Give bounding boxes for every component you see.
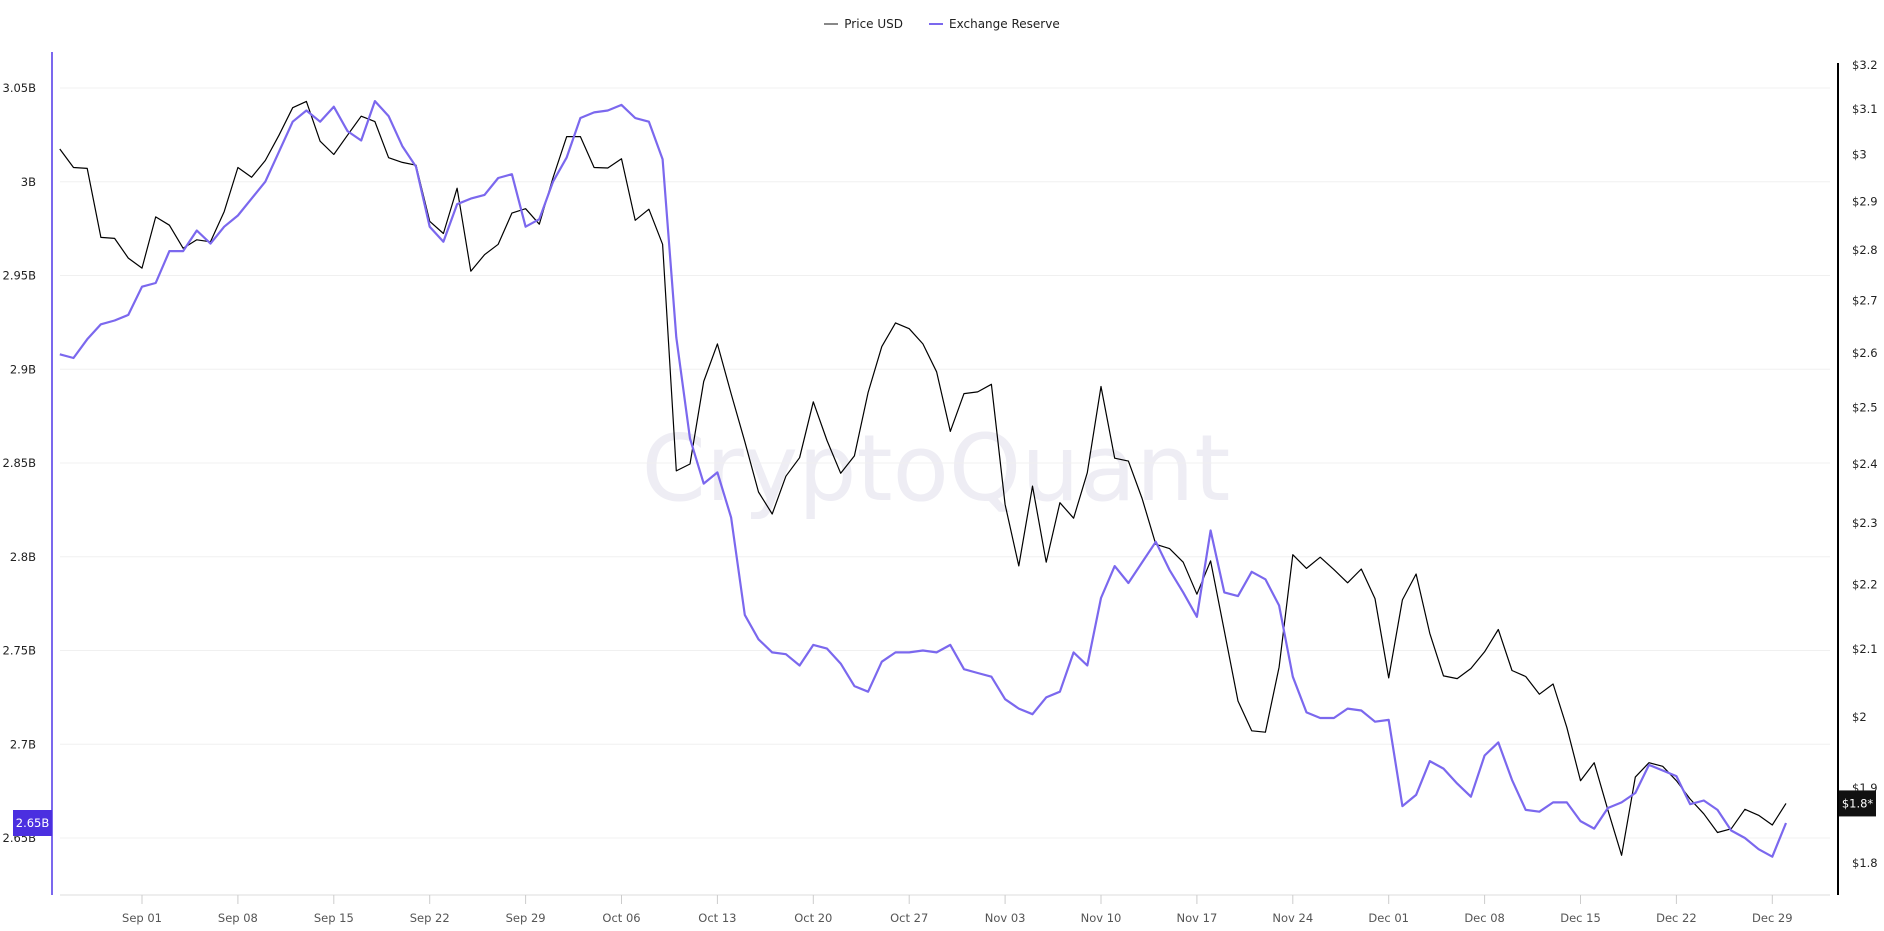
legend-item-exchange-reserve[interactable]: Exchange Reserve xyxy=(929,17,1060,31)
right-current-value-badge xyxy=(1839,790,1876,817)
price-usd-swatch-icon xyxy=(824,23,839,25)
y-right-tick-label: $2.3 xyxy=(1852,516,1878,530)
y-left-tick-label: 3B xyxy=(21,175,36,189)
series-line-price-usd[interactable] xyxy=(59,100,1787,856)
y-right-tick-label: $2.8 xyxy=(1852,243,1878,257)
x-tick-label: Oct 20 xyxy=(794,911,832,925)
axes: 3.05B 3B 2.95B 2.9B 2.85B 2.8B 2.75B 2.7B 2.65B $… xyxy=(3,52,1878,925)
legend-label: Exchange Reserve xyxy=(949,17,1060,31)
x-tick-label: Dec 22 xyxy=(1656,911,1697,925)
y-left-tick-label: 3.05B xyxy=(3,81,37,95)
y-right-tick-label: $2.4 xyxy=(1852,457,1878,471)
x-tick-label: Sep 22 xyxy=(410,911,450,925)
y-right-tick-label: $2.9 xyxy=(1852,195,1878,209)
x-tick-label: Oct 13 xyxy=(698,911,736,925)
y-right-tick-label: $3 xyxy=(1852,148,1867,162)
watermark: CryptoQuant xyxy=(642,415,1231,522)
y-right-tick-label: $2.5 xyxy=(1852,400,1878,414)
x-tick-label: Dec 29 xyxy=(1752,911,1793,925)
y-right-tick-label: $2.2 xyxy=(1852,578,1878,592)
x-tick-label: Dec 01 xyxy=(1368,911,1409,925)
x-tick-label: Oct 06 xyxy=(602,911,640,925)
x-tick-label: Nov 17 xyxy=(1177,911,1218,925)
right-current-value-text: $1.8* xyxy=(1842,796,1874,810)
legend-label: Price USD xyxy=(844,17,904,31)
x-tick-label: Sep 29 xyxy=(506,911,546,925)
y-right-tick-label: $2.1 xyxy=(1852,642,1878,656)
chart-legend: Price USD Exchange Reserve xyxy=(0,17,1884,31)
x-tick-label: Nov 10 xyxy=(1081,911,1122,925)
x-tick-label: Oct 27 xyxy=(890,911,928,925)
y-left-tick-label: 2.85B xyxy=(3,456,37,470)
left-current-value-badge xyxy=(13,810,52,836)
y-left-tick-label: 2.7B xyxy=(10,737,36,751)
y-right-tick-label: $2 xyxy=(1852,710,1867,724)
gridlines xyxy=(60,87,1830,839)
y-left-tick-label: 2.75B xyxy=(3,644,37,658)
series-lines xyxy=(59,99,1788,858)
y-right-tick-label: $2.7 xyxy=(1852,294,1878,308)
y-right-tick-label: $1.8 xyxy=(1852,856,1878,870)
y-right-tick-label: $3.1 xyxy=(1852,102,1878,116)
x-tick-label: Nov 03 xyxy=(985,911,1026,925)
y-left-tick-label: 2.9B xyxy=(10,362,36,376)
x-tick-label: Sep 01 xyxy=(122,911,162,925)
left-current-value-text: 2.65B xyxy=(16,816,50,830)
y-left-tick-label: 2.8B xyxy=(10,550,36,564)
exchange-reserve-swatch-icon xyxy=(929,23,944,25)
y-left-tick-label: 2.95B xyxy=(3,269,37,283)
x-tick-label: Sep 08 xyxy=(218,911,258,925)
x-tick-label: Dec 08 xyxy=(1464,911,1505,925)
x-tick-label: Dec 15 xyxy=(1560,911,1601,925)
y-right-tick-label: $3.2 xyxy=(1852,58,1878,72)
x-tick-label: Nov 24 xyxy=(1272,911,1313,925)
x-tick-label: Sep 15 xyxy=(314,911,354,925)
y-right-tick-label: $2.6 xyxy=(1852,346,1878,360)
legend-item-price-usd[interactable]: Price USD xyxy=(824,17,903,31)
